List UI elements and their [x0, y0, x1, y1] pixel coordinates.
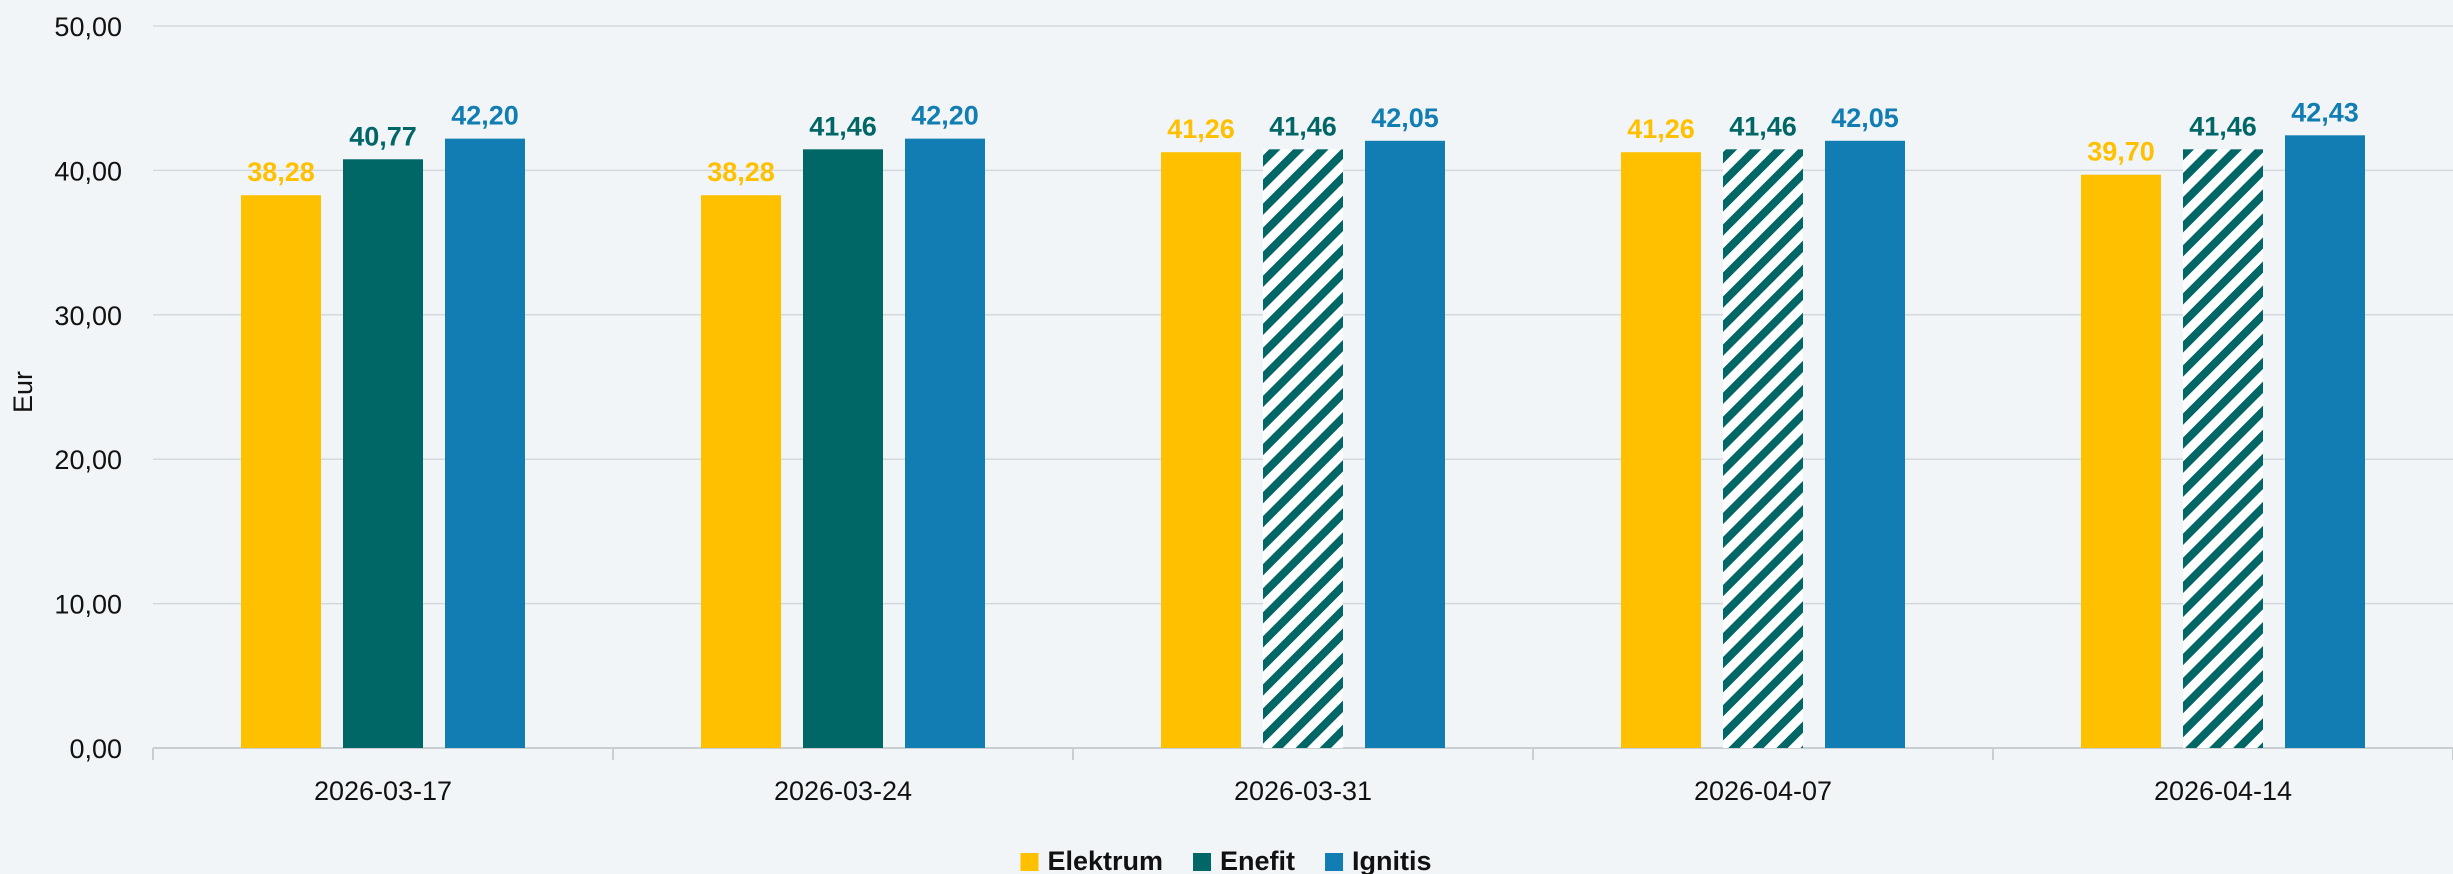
legend-swatch	[1193, 853, 1212, 871]
data-label-elektrum: 38,28	[247, 157, 315, 187]
bar-enefit	[2183, 149, 2263, 748]
y-tick-label: 50,00	[54, 12, 122, 42]
data-label-enefit: 40,77	[349, 121, 417, 151]
bar-elektrum	[701, 195, 781, 748]
bar-ignitis	[445, 138, 525, 748]
data-label-enefit: 41,46	[2189, 111, 2257, 141]
x-tick-label: 2026-03-31	[1234, 776, 1372, 806]
legend-label: Enefit	[1220, 846, 1295, 874]
legend-label: Elektrum	[1047, 846, 1163, 874]
bar-elektrum	[241, 195, 321, 748]
bar-elektrum	[2081, 174, 2161, 748]
bar-enefit	[343, 159, 423, 749]
bar-elektrum	[1161, 152, 1241, 749]
y-tick-label: 30,00	[54, 301, 122, 331]
bar-ignitis	[1365, 140, 1445, 749]
y-tick-label: 0,00	[69, 734, 122, 764]
x-tick-label: 2026-03-17	[314, 776, 452, 806]
x-tick-label: 2026-04-07	[1694, 776, 1832, 806]
data-label-ignitis: 42,20	[451, 101, 519, 131]
axes: 0,00 10,00 20,00 30,00 40,00 50,00 2026-03-17 2…	[54, 12, 2453, 806]
data-labels: 38,28 38,28 41,26 41,26 39,70 40,77 41,46 41,46…	[247, 97, 2359, 187]
y-tick-label: 40,00	[54, 156, 122, 186]
bar-ignitis	[1825, 140, 1905, 749]
y-tick-label: 20,00	[54, 445, 122, 475]
bar-enefit	[1263, 149, 1343, 748]
bar-ignitis	[905, 138, 985, 748]
y-tick-label: 10,00	[54, 590, 122, 620]
data-label-elektrum: 39,70	[2087, 137, 2155, 167]
bars	[241, 135, 2365, 749]
data-label-ignitis: 42,05	[1371, 103, 1439, 133]
legend-label: Ignitis	[1352, 846, 1432, 874]
data-label-ignitis: 42,05	[1831, 103, 1899, 133]
legend-swatch	[1325, 853, 1344, 871]
data-label-elektrum: 41,26	[1167, 114, 1235, 144]
data-label-ignitis: 42,20	[911, 101, 979, 131]
bar-elektrum	[1621, 152, 1701, 749]
data-label-ignitis: 42,43	[2291, 97, 2359, 127]
data-label-enefit: 41,46	[809, 111, 877, 141]
legend: Elektrum Enefit Ignitis	[1020, 846, 1432, 874]
x-tick-label: 2026-04-14	[2154, 776, 2292, 806]
y-axis-title: Eur	[8, 371, 38, 413]
bar-ignitis	[2285, 135, 2365, 749]
bar-enefit	[1723, 149, 1803, 748]
data-label-elektrum: 38,28	[707, 157, 775, 187]
legend-item-ignitis: Ignitis	[1325, 846, 1432, 874]
legend-item-elektrum: Elektrum	[1020, 846, 1163, 874]
legend-swatch	[1020, 853, 1039, 871]
data-label-enefit: 41,46	[1729, 111, 1797, 141]
x-tick-label: 2026-03-24	[774, 776, 912, 806]
legend-item-enefit: Enefit	[1193, 846, 1295, 874]
data-label-enefit: 41,46	[1269, 111, 1337, 141]
data-label-elektrum: 41,26	[1627, 114, 1695, 144]
bar-enefit	[803, 149, 883, 748]
